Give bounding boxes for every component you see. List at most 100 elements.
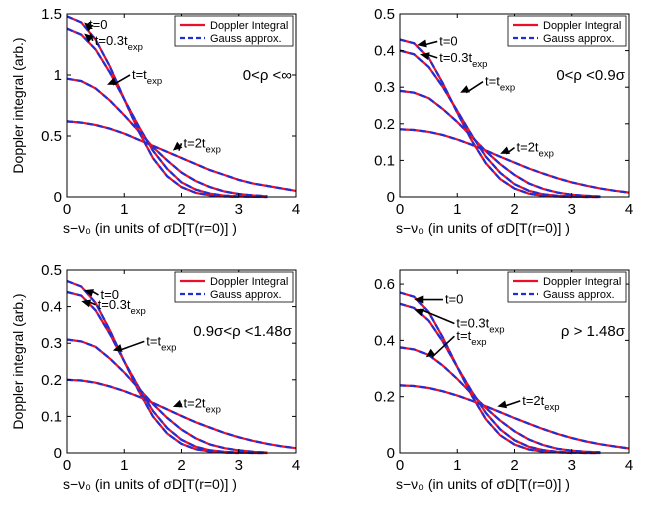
legend-doppler-label: Doppler Integral — [210, 20, 288, 32]
x-tick-label: 3 — [568, 457, 576, 474]
annotation-subscript: exp — [544, 402, 559, 413]
annotation-arrow-head — [460, 85, 470, 93]
x-tick-label: 1 — [120, 457, 128, 474]
annotation-arrow-line — [420, 308, 455, 325]
annotation-text: t=0 — [89, 17, 107, 32]
x-tick-label: 1 — [453, 457, 461, 474]
annotation-label: t=0 — [445, 292, 463, 307]
annotation-label: t=0.3texp — [95, 33, 143, 53]
region-label: 0.9σ<ρ <1.48σ — [193, 323, 293, 340]
annotation-label: t=texp — [485, 74, 515, 94]
y-tick-label: 0.2 — [374, 116, 395, 133]
series-2-gauss-line — [66, 290, 268, 455]
annotation-label: t=0 — [89, 17, 107, 32]
series-1-gauss-line — [66, 15, 239, 198]
series-4-doppler-line — [66, 378, 297, 450]
y-tick-label: 0.1 — [374, 152, 395, 169]
y-tick-label: 1 — [54, 67, 62, 84]
series-3-gauss-line — [66, 77, 268, 198]
annotation-arrow-head — [172, 141, 183, 151]
y-tick-label: 0.5 — [41, 262, 62, 279]
annotation-text: t=0 — [100, 287, 118, 302]
annotation-arrow-head — [500, 146, 511, 154]
annotation-arrow-line — [118, 340, 145, 352]
annotation-label: t=2texp — [184, 135, 221, 155]
x-tick-label: 0 — [396, 201, 404, 218]
y-tick-label: 0.4 — [374, 43, 395, 60]
annotation-label: t=texp — [456, 328, 486, 348]
annotation-arrow-head — [112, 344, 123, 352]
annotation-text: t=0.3t — [456, 315, 489, 330]
annotation-text: t=2t — [184, 396, 206, 411]
y-tick-label: 0 — [54, 445, 62, 462]
legend-box — [507, 15, 627, 47]
series-2-gauss-line — [399, 302, 601, 455]
annotation-text: t=2t — [517, 140, 539, 155]
annotation-text: t=t — [485, 74, 500, 89]
annotation-label: t=2texp — [184, 396, 221, 416]
x-tick-label: 4 — [292, 457, 300, 474]
annotation-text: t=0 — [439, 33, 457, 48]
y-tick-label: 0.3 — [374, 79, 395, 96]
series-2-gauss-line — [399, 49, 601, 199]
x-tick-label: 3 — [568, 201, 576, 218]
annotation-subscript: exp — [539, 149, 554, 160]
x-axis-label: s−ν₀ (in units of σD[T(r=0)] ) — [396, 476, 570, 492]
annotation-text: t=2t — [522, 393, 544, 408]
x-axis-label: s−ν₀ (in units of σD[T(r=0)] ) — [63, 220, 237, 236]
y-tick-label: 0.4 — [374, 332, 395, 349]
annotation-arrow-head — [107, 77, 117, 85]
annotation-subscript: exp — [472, 59, 487, 70]
legend-box — [174, 15, 294, 47]
annotation-arrow-head — [84, 33, 94, 43]
region-label: ρ > 1.48σ — [561, 323, 626, 340]
x-tick-label: 1 — [120, 201, 128, 218]
y-tick-label: 0.3 — [41, 335, 62, 352]
y-tick-label: 0 — [54, 189, 62, 206]
x-tick-label: 2 — [510, 201, 518, 218]
legend-gauss-label: Gauss approx. — [210, 33, 282, 45]
annotation-subscript: exp — [147, 76, 162, 87]
y-tick-label: 0.5 — [374, 6, 395, 23]
series-3-gauss-line — [66, 338, 268, 454]
x-tick-label: 2 — [177, 457, 185, 474]
panel-2: 0 1 2 3 4 0 0.1 0.2 0.3 0.4 0.5 s−ν₀ (in units of σ… — [374, 6, 633, 236]
x-tick-label: 4 — [625, 201, 633, 218]
x-tick-label: 4 — [292, 201, 300, 218]
region-label: 0<ρ <∞ — [243, 67, 293, 84]
y-axis-label: Doppler integral (arb.) — [10, 293, 26, 429]
annotation-label: t=texp — [146, 333, 176, 353]
annotation-text: t=0.3t — [439, 50, 472, 65]
panel-4: 0 1 2 3 4 0 0.2 0.4 0.6 s−ν₀ (in units of σD[T(r=… — [374, 269, 633, 492]
annotation-text: t=0.3t — [98, 297, 131, 312]
panel-1: 0 1 2 3 4 0 0.5 1 1.5 s−ν₀ (in units of σD[T(r=0)… — [10, 6, 300, 236]
series-3-doppler-line — [399, 89, 601, 198]
y-tick-label: 0.2 — [41, 372, 62, 389]
x-tick-label: 0 — [396, 457, 404, 474]
x-tick-label: 4 — [625, 457, 633, 474]
y-tick-label: 0.5 — [41, 128, 62, 145]
y-tick-label: 0.2 — [374, 389, 395, 406]
annotation-label: t=0.3texp — [456, 315, 504, 335]
y-tick-label: 0.6 — [374, 276, 395, 293]
annotation-arrow-head — [497, 400, 508, 409]
series-4-gauss-line — [399, 384, 630, 450]
panel-3: 0 1 2 3 4 0 0.1 0.2 0.3 0.4 0.5 s−ν₀ (in units of σ… — [10, 262, 300, 492]
series-2-gauss-line — [66, 27, 268, 199]
series-3-gauss-line — [399, 89, 601, 198]
series-1-gauss-line — [399, 38, 572, 199]
y-tick-label: 0.1 — [41, 408, 62, 425]
annotation-arrow-head — [84, 289, 94, 297]
annotation-arrow-head — [425, 348, 436, 358]
legend-gauss-label: Gauss approx. — [210, 289, 282, 301]
annotation-arrow-head — [414, 308, 425, 317]
annotation-arrow-head — [172, 399, 183, 408]
annotation-label: t=0 — [100, 287, 118, 302]
x-axis-label: s−ν₀ (in units of σD[T(r=0)] ) — [63, 476, 237, 492]
x-axis-label: s−ν₀ (in units of σD[T(r=0)] ) — [396, 220, 570, 236]
annotation-label: t=2texp — [517, 140, 554, 160]
x-tick-label: 0 — [63, 201, 71, 218]
